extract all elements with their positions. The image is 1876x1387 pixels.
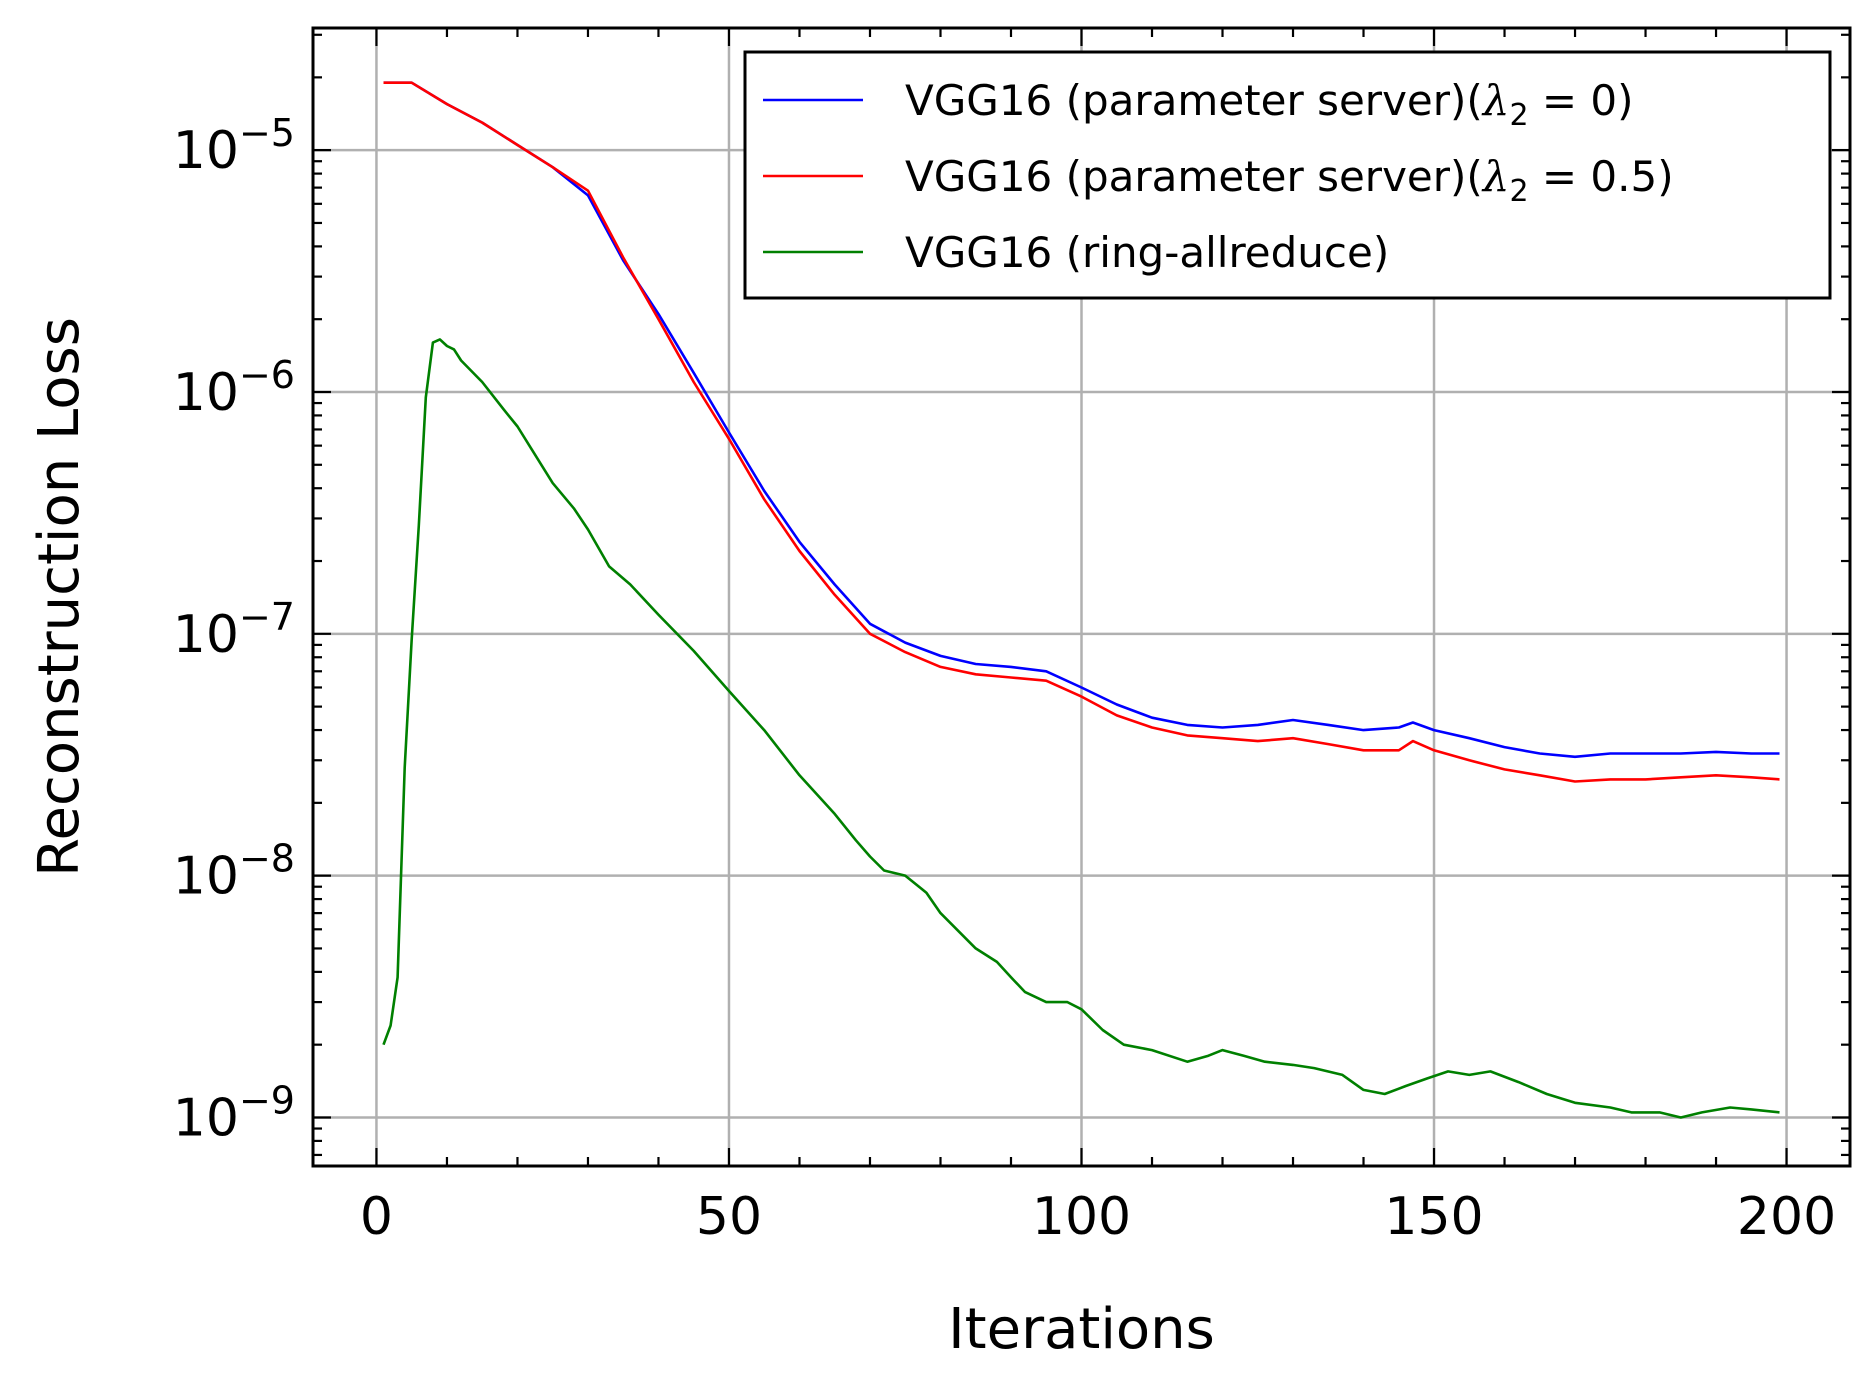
x-tick-label: 200 — [1737, 1187, 1836, 1247]
x-tick-label: 0 — [360, 1187, 393, 1247]
x-tick-label: 50 — [696, 1187, 762, 1247]
legend-label: VGG16 (ring-allreduce) — [905, 228, 1389, 277]
y-tick-label: 10−6 — [173, 353, 295, 423]
legend-box — [743, 50, 1832, 300]
series-line-3 — [382, 338, 1780, 1119]
legend-label: VGG16 (parameter server)(λ2 = 0.5) — [905, 152, 1674, 209]
x-tick-labels: 0 50 100 150 200 — [360, 1187, 1836, 1247]
axis-ticks — [313, 28, 1850, 1166]
y-tick-label: 10−7 — [173, 595, 295, 665]
y-tick-label: 10−5 — [173, 111, 295, 181]
x-tick-label: 150 — [1384, 1187, 1483, 1247]
series-line-1 — [383, 81, 1780, 759]
x-tick-label: 100 — [1032, 1187, 1131, 1247]
legend: VGG16 (parameter server)(λ2 = 0) VGG16 (p… — [743, 50, 1832, 300]
y-axis-title: Reconstruction Loss — [27, 317, 92, 877]
series-line-2 — [383, 81, 1780, 783]
y-tick-labels: 10−9 10−8 10−7 10−6 10−5 — [173, 111, 295, 1148]
series-group — [382, 81, 1780, 1119]
legend-label: VGG16 (parameter server)(λ2 = 0) — [905, 76, 1634, 133]
x-axis-title: Iterations — [948, 1297, 1215, 1362]
y-tick-label: 10−9 — [173, 1078, 295, 1148]
y-tick-label: 10−8 — [173, 837, 295, 907]
